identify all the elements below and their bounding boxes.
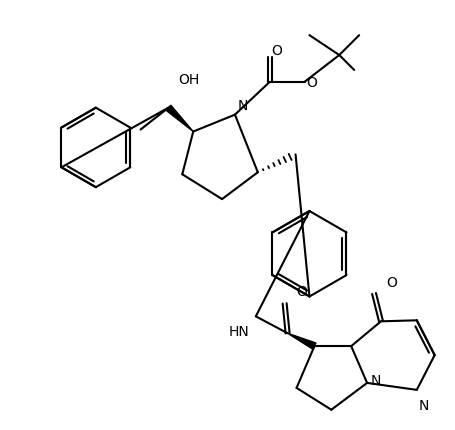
Text: O: O <box>306 76 317 89</box>
Polygon shape <box>166 106 193 132</box>
Text: O: O <box>296 285 307 299</box>
Polygon shape <box>287 333 315 350</box>
Text: HN: HN <box>228 325 249 338</box>
Text: N: N <box>370 373 381 387</box>
Text: OH: OH <box>178 73 199 86</box>
Text: O: O <box>385 275 396 289</box>
Text: N: N <box>418 398 428 412</box>
Text: N: N <box>238 98 248 112</box>
Text: O: O <box>271 44 282 58</box>
